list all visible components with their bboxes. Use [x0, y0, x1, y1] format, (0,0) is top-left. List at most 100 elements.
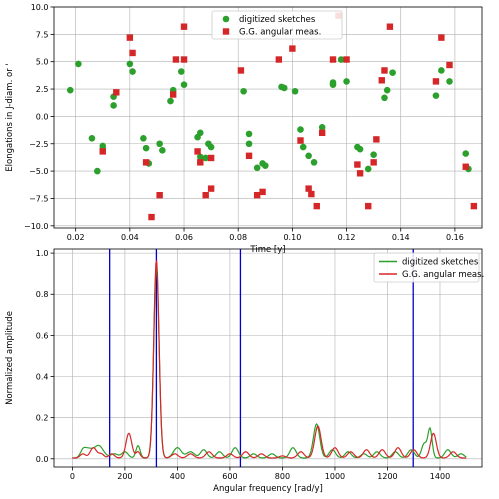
x-tick-label: 600 — [222, 472, 237, 481]
y-tick-label: 5.0 — [36, 58, 49, 67]
point-digitized-sketch — [299, 143, 307, 151]
point-gg-angular-meas — [329, 56, 337, 63]
x-axis-ticks: 0.02 0.04 0.06 0.08 0.10 0.12 0.14 0.16 — [67, 228, 464, 242]
point-digitized-sketch — [140, 134, 147, 142]
point-gg-angular-meas — [253, 191, 261, 199]
x-tick-label: 0 — [70, 472, 75, 481]
y-tick-label: 0.2 — [36, 414, 49, 423]
x-tick-label: 1000 — [325, 472, 345, 481]
x-tick-label: 0.10 — [283, 233, 301, 242]
point-gg-angular-meas — [356, 170, 364, 177]
legend-entry-gg-angular-meas: G.G. angular meas. — [239, 28, 321, 38]
x-tick-label: 1400 — [430, 472, 450, 481]
point-digitized-sketch — [207, 143, 215, 151]
x-axis-ticks: 0 200 400 600 800 1000 1200 1400 — [70, 467, 450, 481]
point-gg-angular-meas — [365, 202, 372, 210]
series-lines — [72, 260, 467, 459]
point-gg-angular-meas — [207, 185, 215, 192]
legend: digitized sketches G.G. angular meas. — [211, 10, 343, 40]
point-gg-angular-meas — [142, 159, 150, 166]
point-digitized-sketch — [196, 153, 204, 161]
point-gg-angular-meas — [297, 137, 304, 144]
grid — [54, 6, 482, 228]
point-digitized-sketch — [370, 151, 377, 158]
x-tick-label: 0.04 — [121, 233, 139, 242]
point-gg-angular-meas — [308, 190, 315, 198]
x-tick-label: 400 — [170, 472, 185, 481]
plot-frame — [53, 248, 483, 468]
point-gg-angular-meas — [194, 148, 201, 155]
point-digitized-sketch — [343, 78, 350, 85]
y-tick-label: −2.5 — [29, 140, 48, 149]
point-gg-angular-meas — [381, 67, 388, 74]
data-points — [66, 12, 478, 221]
y-tick-label: 7.5 — [36, 30, 49, 39]
point-digitized-sketch — [202, 154, 209, 162]
point-gg-angular-meas — [373, 136, 380, 143]
x-tick-label: 0.16 — [446, 233, 464, 242]
point-digitized-sketch — [240, 87, 247, 95]
x-tick-label: 0.02 — [67, 233, 85, 242]
y-axis-ticks: 0.0 0.2 0.4 0.6 0.8 1.0 — [36, 249, 54, 464]
point-digitized-sketch — [446, 78, 453, 85]
point-gg-angular-meas — [313, 202, 320, 210]
y-axis-label: Elongations in J-diam. or ' — [5, 63, 15, 171]
point-gg-angular-meas — [169, 91, 177, 98]
point-digitized-sketch — [364, 165, 372, 173]
x-axis-label: Time [y] — [249, 245, 285, 255]
point-gg-angular-meas — [305, 185, 312, 192]
spectrum-chart: 0 200 400 600 800 1000 1200 1400 0.00.20.40.60.… — [5, 248, 484, 494]
y-tick-label: 2.5 — [36, 85, 49, 94]
point-digitized-sketch — [318, 124, 326, 131]
legend-marker-circle — [222, 15, 230, 23]
point-gg-angular-meas — [113, 89, 120, 96]
point-digitized-sketch — [178, 68, 185, 75]
point-digitized-sketch — [389, 69, 396, 76]
point-digitized-sketch — [297, 126, 304, 133]
y-tick-label: 0.0 — [36, 112, 49, 121]
point-gg-angular-meas — [172, 56, 180, 63]
point-gg-angular-meas — [354, 161, 361, 168]
point-digitized-sketch — [305, 152, 312, 160]
point-digitized-sketch — [245, 140, 253, 148]
point-digitized-sketch — [310, 159, 318, 166]
point-gg-angular-meas — [370, 159, 377, 166]
point-gg-angular-meas — [386, 23, 394, 30]
point-gg-angular-meas — [129, 49, 136, 57]
y-tick-label: 0.4 — [36, 373, 49, 382]
point-digitized-sketch — [329, 79, 337, 86]
point-digitized-sketch — [438, 67, 445, 74]
point-digitized-sketch — [432, 92, 440, 99]
point-gg-angular-meas — [202, 191, 209, 199]
point-digitized-sketch — [280, 84, 288, 92]
point-digitized-sketch — [167, 97, 174, 105]
point-digitized-sketch — [462, 150, 470, 157]
y-tick-label: 0.8 — [36, 290, 49, 299]
y-tick-label: 0.6 — [36, 331, 49, 340]
point-gg-angular-meas — [207, 154, 215, 162]
point-digitized-sketch — [383, 86, 391, 94]
legend-entry-gg-angular-meas: G.G. angular meas. — [402, 270, 484, 280]
point-gg-angular-meas — [462, 163, 469, 170]
grid — [54, 249, 482, 467]
point-gg-angular-meas — [275, 56, 283, 63]
x-axis-label: Angular frequency [rad/y] — [213, 484, 323, 494]
point-gg-angular-meas — [318, 129, 326, 137]
legend-entry-digitized-sketches: digitized sketches — [402, 258, 479, 268]
point-digitized-sketch — [291, 87, 299, 95]
point-gg-angular-meas — [126, 34, 134, 41]
point-gg-angular-meas — [197, 159, 204, 166]
point-digitized-sketch — [129, 68, 136, 75]
y-tick-label: −5.0 — [29, 167, 48, 176]
point-digitized-sketch — [66, 86, 74, 94]
legend-box — [211, 10, 343, 40]
y-axis-ticks: −10.0 −7.5 −5.0 −2.5 0.0 2.5 5.0 7.5 10.0 — [24, 3, 54, 231]
y-tick-label: 0.0 — [36, 455, 49, 464]
y-axis-label: Normalized amplitude — [5, 311, 15, 405]
x-tick-label: 0.14 — [392, 233, 410, 242]
point-gg-angular-meas — [446, 61, 453, 69]
point-digitized-sketch — [381, 94, 388, 102]
y-tick-label: 10.0 — [31, 3, 49, 12]
vertical-reference-lines — [109, 249, 414, 467]
point-gg-angular-meas — [180, 23, 188, 30]
